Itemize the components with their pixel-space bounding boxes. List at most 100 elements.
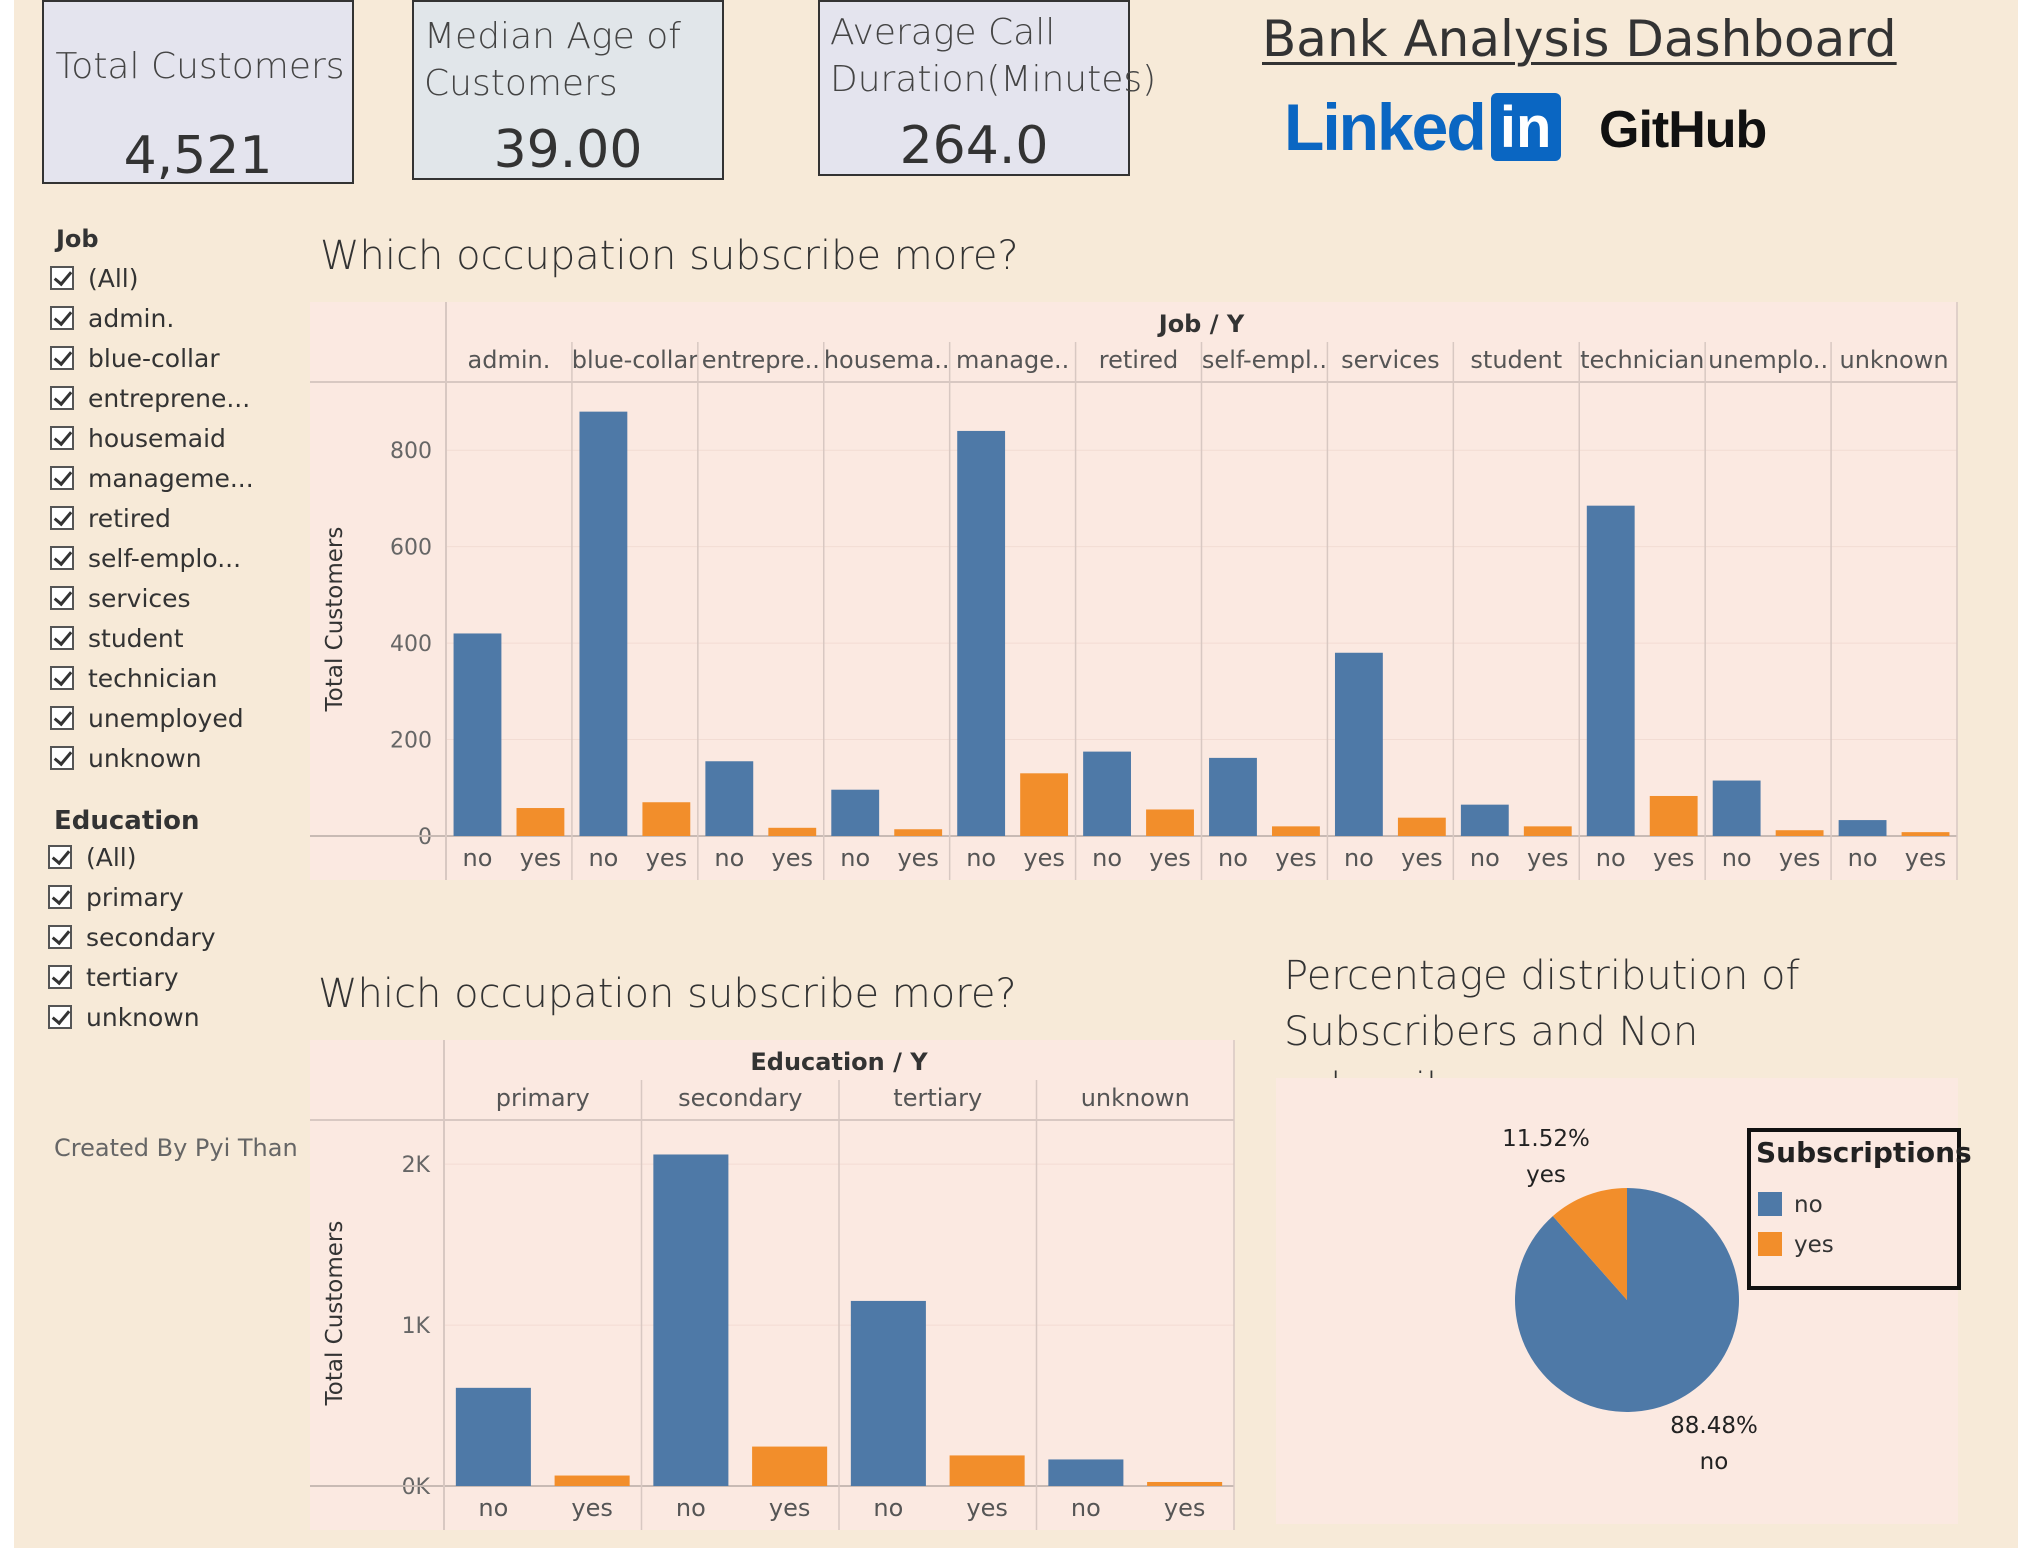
job-filter-item[interactable]: technician — [50, 661, 217, 695]
category-label: housema.. — [824, 346, 950, 374]
kpi-label: Total Customers — [55, 46, 345, 87]
education-filter-title: Education — [54, 806, 200, 836]
checkbox-checked-icon[interactable] — [50, 746, 74, 770]
linkedin-logo[interactable]: Linked in — [1284, 90, 1561, 164]
checkbox-checked-icon[interactable] — [50, 466, 74, 490]
category-label: services — [1341, 346, 1439, 374]
checkbox-checked-icon[interactable] — [50, 546, 74, 570]
checkbox-checked-icon[interactable] — [50, 706, 74, 730]
filter-item-label: (All) — [86, 842, 137, 872]
legend-box — [1747, 1128, 1961, 1290]
job-filter-item[interactable]: housemaid — [50, 421, 226, 455]
filter-item-label: unknown — [86, 1002, 200, 1032]
education-filter-item[interactable]: (All) — [48, 840, 137, 874]
job-filter-item[interactable]: blue-collar — [50, 341, 220, 375]
kpi-label: Median Age of Customers — [424, 16, 681, 104]
x-tick-label: yes — [1275, 844, 1316, 872]
job-filter-item[interactable]: student — [50, 621, 184, 655]
legend-swatch-no — [1758, 1192, 1782, 1216]
charts-svg: Job / Y 0 200 400 600 800 Total Customers admin… — [310, 302, 1972, 1530]
checkbox-checked-icon[interactable] — [50, 426, 74, 450]
checkbox-checked-icon[interactable] — [50, 626, 74, 650]
checkbox-checked-icon[interactable] — [48, 925, 72, 949]
job-filter-title: Job — [56, 225, 99, 253]
job-filter-item[interactable]: admin. — [50, 301, 174, 335]
bar-no — [1460, 804, 1509, 836]
education-filter-item[interactable]: secondary — [48, 920, 216, 954]
chart-panel — [310, 302, 1957, 880]
job-filter-item[interactable]: unknown — [50, 741, 202, 775]
bar-yes — [1020, 773, 1069, 836]
category-label: self-empl.. — [1202, 346, 1327, 374]
filter-item-label: manageme... — [88, 463, 254, 493]
education-filter-item[interactable]: unknown — [48, 1000, 200, 1034]
job-filter-item[interactable]: (All) — [50, 261, 139, 295]
kpi-label: Average Call Duration(Minutes) — [830, 12, 1157, 100]
filter-item-label: primary — [86, 882, 184, 912]
y-tick-label: 0K — [402, 1475, 431, 1500]
x-tick-label: yes — [1401, 844, 1442, 872]
x-tick-label: no — [840, 844, 870, 872]
bar-yes — [1147, 1481, 1223, 1486]
filter-item-label: technician — [88, 663, 218, 693]
checkbox-checked-icon[interactable] — [48, 885, 72, 909]
checkbox-checked-icon[interactable] — [50, 306, 74, 330]
category-label: student — [1470, 346, 1562, 374]
education-filter-item[interactable]: primary — [48, 880, 184, 914]
bar-yes — [752, 1446, 828, 1486]
checkbox-checked-icon[interactable] — [48, 965, 72, 989]
x-tick-label: yes — [1023, 844, 1064, 872]
category-label: secondary — [678, 1084, 802, 1112]
checkbox-checked-icon[interactable] — [48, 845, 72, 869]
bar-no — [1083, 751, 1131, 836]
filter-item-label: unemployed — [88, 703, 244, 733]
legend-swatch-yes — [1758, 1232, 1782, 1256]
y-tick-label: 0 — [418, 825, 432, 850]
job-filter-item[interactable]: retired — [50, 501, 171, 535]
checkbox-checked-icon[interactable] — [50, 506, 74, 530]
github-logo[interactable]: GitHub — [1599, 101, 1767, 159]
y-tick-label: 600 — [390, 536, 432, 561]
bar-no — [1586, 505, 1635, 836]
checkbox-checked-icon[interactable] — [48, 1005, 72, 1029]
bar-yes — [1272, 826, 1320, 836]
checkbox-checked-icon[interactable] — [50, 346, 74, 370]
x-tick-label: yes — [772, 844, 813, 872]
job-filter-item[interactable]: services — [50, 581, 191, 615]
bar-no — [653, 1154, 729, 1486]
bar-yes — [1146, 809, 1194, 836]
x-tick-label: no — [478, 1494, 508, 1522]
x-tick-label: yes — [966, 1494, 1007, 1522]
bar-yes — [768, 827, 817, 836]
y-axis-label: Total Customers — [322, 1221, 348, 1407]
column-header: Job / Y — [1157, 310, 1245, 338]
x-tick-label: yes — [1527, 844, 1568, 872]
bar-no — [850, 1300, 926, 1486]
job-filter-item[interactable]: self-emplo... — [50, 541, 241, 575]
category-label: technician — [1580, 346, 1704, 374]
checkbox-checked-icon[interactable] — [50, 266, 74, 290]
bar-yes — [1775, 830, 1824, 836]
x-tick-label: no — [1848, 844, 1878, 872]
checkbox-checked-icon[interactable] — [50, 666, 74, 690]
category-label: admin. — [468, 346, 551, 374]
checkbox-checked-icon[interactable] — [50, 586, 74, 610]
category-label: primary — [496, 1084, 590, 1112]
x-tick-label: yes — [897, 844, 938, 872]
bar-no — [579, 411, 628, 836]
job-filter-item[interactable]: manageme... — [50, 461, 254, 495]
linkedin-logo-word: Linked — [1284, 90, 1487, 164]
education-filter-item[interactable]: tertiary — [48, 960, 179, 994]
y-tick-label: 200 — [390, 729, 432, 754]
bar-yes — [516, 808, 565, 836]
kpi-value: 264.0 — [899, 116, 1049, 176]
dashboard-title: Bank Analysis Dashboard — [1262, 10, 1897, 68]
checkbox-checked-icon[interactable] — [50, 386, 74, 410]
bar-yes — [1901, 832, 1950, 836]
filter-item-label: tertiary — [86, 962, 179, 992]
y-tick-label: 1K — [402, 1314, 431, 1339]
filter-item-label: unknown — [88, 743, 202, 773]
x-tick-label: no — [873, 1494, 903, 1522]
job-filter-item[interactable]: entreprene... — [50, 381, 250, 415]
job-filter-item[interactable]: unemployed — [50, 701, 244, 735]
